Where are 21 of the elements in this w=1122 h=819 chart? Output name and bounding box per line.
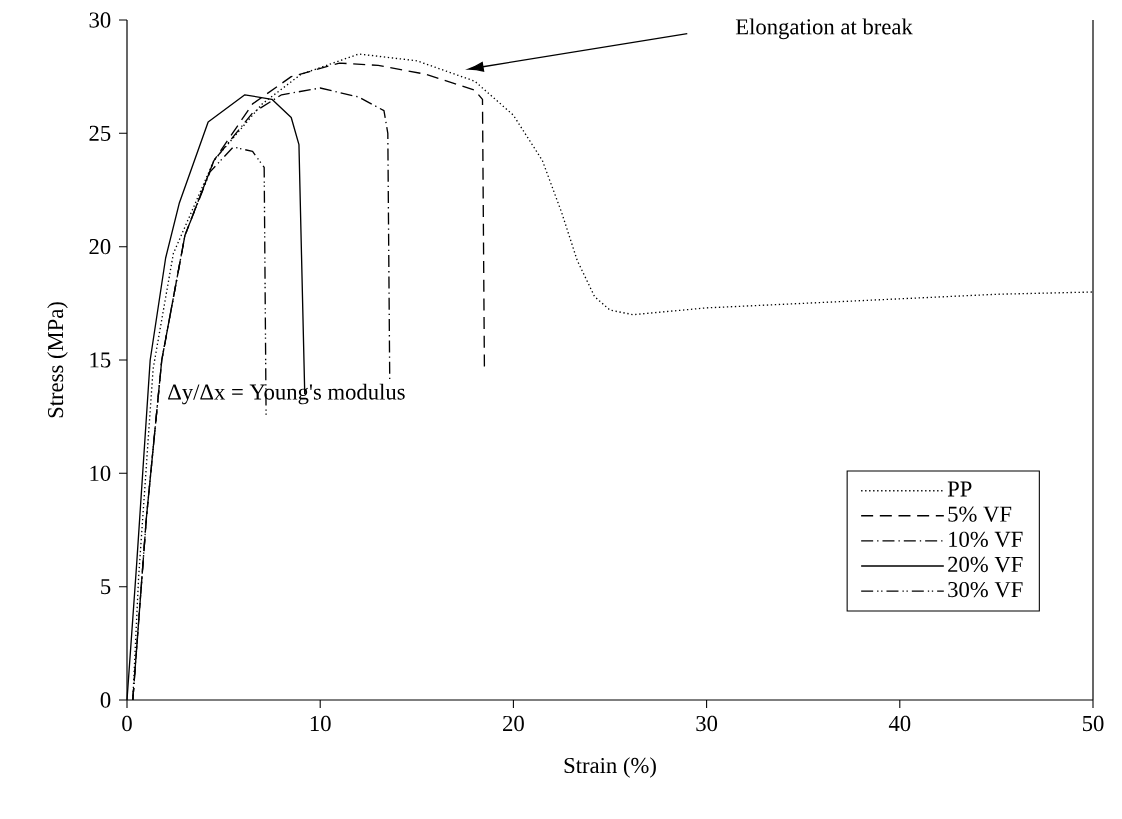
y-tick-label: 15 [90,352,111,368]
x-tick-label: 20 [503,715,524,732]
y-tick-label: 20 [89,239,111,255]
legend-label: 10% VF [949,531,1023,548]
annotation: Elongation at break [735,18,913,40]
x-tick-label: 40 [888,715,911,732]
y-tick-label: 0 [100,692,111,708]
legend-label: 5% VF [948,506,1012,522]
y-tick-label: 30 [89,12,111,28]
y-axis-title: Stress (MPa) [47,302,68,418]
x-tick-label: 0 [122,715,132,732]
x-tick-label: 10 [310,715,331,732]
y-tick-label: 5 [101,579,111,595]
legend-label: 20% VF [948,556,1023,573]
legend-label: 30% VF [948,581,1023,598]
x-axis-title: Strain (%) [564,757,656,778]
y-tick-label: 25 [89,125,111,141]
x-tick-label: 30 [696,715,718,732]
x-tick-label: 50 [1082,715,1104,732]
legend-label: PP [947,481,972,497]
y-tick-label: 10 [90,465,111,481]
